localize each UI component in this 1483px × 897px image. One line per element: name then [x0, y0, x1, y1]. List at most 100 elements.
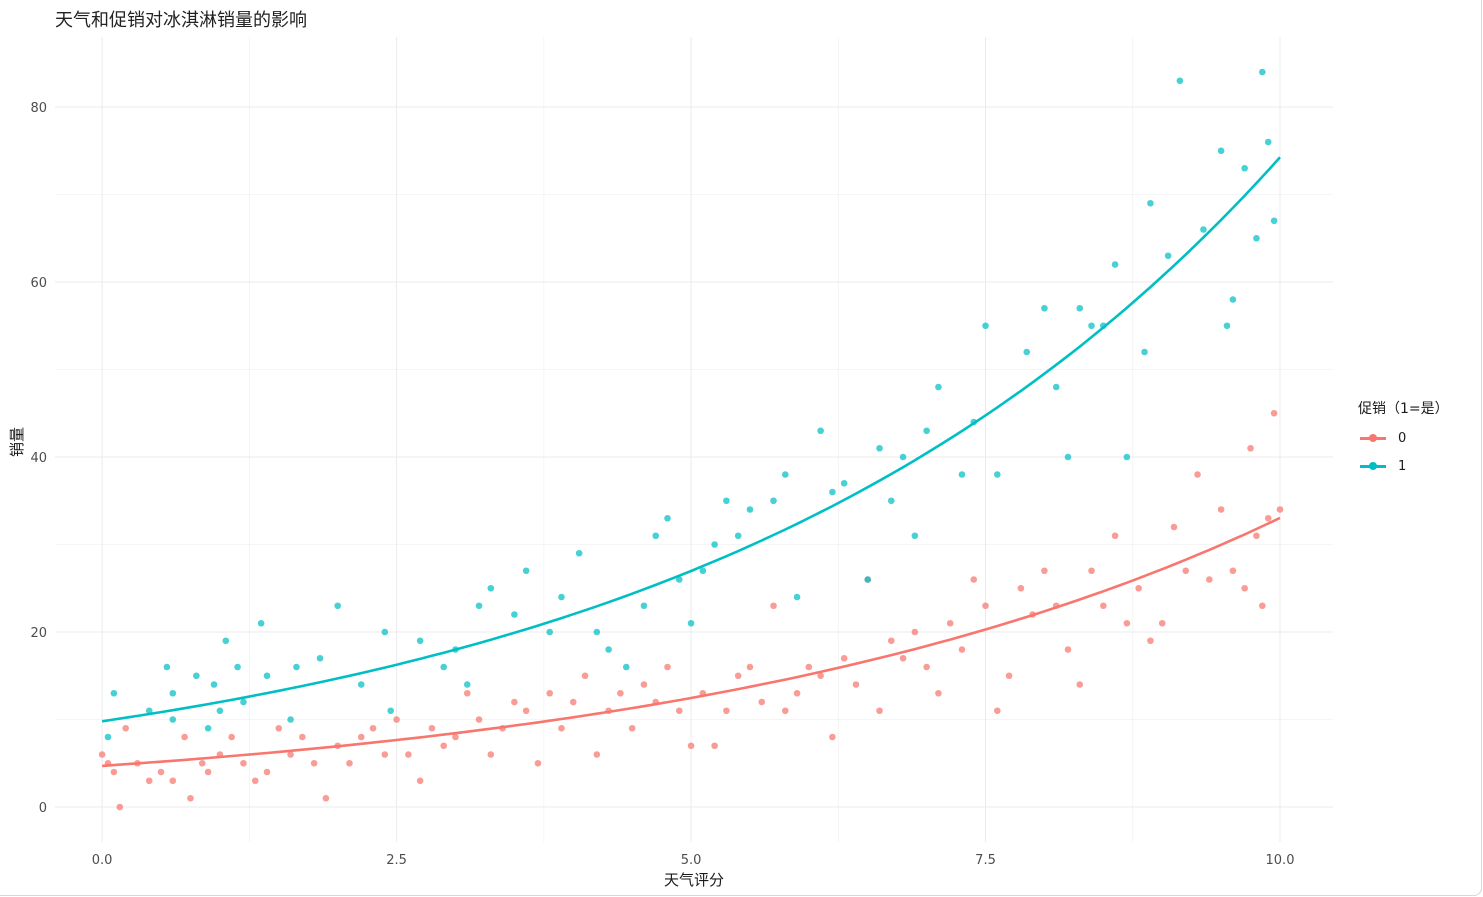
point-series-0 — [805, 663, 813, 671]
trend-line-series-1 — [101, 156, 1281, 723]
point-series-1 — [982, 322, 989, 330]
point-series-0 — [569, 698, 577, 706]
point-series-1 — [222, 637, 230, 645]
point-series-0 — [723, 707, 730, 715]
point-series-0 — [935, 689, 942, 697]
point-series-1 — [440, 663, 448, 671]
point-series-0 — [781, 707, 789, 715]
point-series-0 — [393, 716, 400, 723]
point-series-1 — [1217, 147, 1225, 155]
point-series-0 — [487, 751, 495, 758]
point-series-1 — [605, 646, 612, 653]
point-series-0 — [958, 646, 966, 653]
point-series-0 — [322, 794, 330, 802]
point-series-0 — [923, 663, 930, 671]
point-series-0 — [546, 689, 554, 697]
point-series-1 — [257, 619, 265, 627]
point-series-0 — [1147, 637, 1154, 645]
legend-item-0: 0 — [1358, 424, 1449, 452]
point-series-1 — [145, 707, 153, 715]
point-series-0 — [463, 689, 471, 697]
point-series-1 — [652, 532, 660, 540]
point-series-0 — [758, 698, 766, 706]
point-series-0 — [829, 733, 836, 741]
point-series-0 — [428, 724, 436, 732]
point-series-1 — [216, 707, 224, 715]
point-series-0 — [522, 707, 530, 715]
point-series-0 — [1076, 681, 1084, 688]
point-series-0 — [1017, 584, 1025, 592]
point-series-1 — [163, 663, 171, 671]
point-series-1 — [876, 444, 883, 452]
point-series-1 — [935, 383, 942, 391]
point-series-0 — [1206, 576, 1213, 583]
legend-label-0: 0 — [1398, 430, 1407, 446]
point-series-0 — [1111, 532, 1119, 540]
point-series-1 — [210, 681, 218, 688]
legend-title: 促销（1=是） — [1358, 401, 1449, 417]
point-series-0 — [558, 724, 565, 732]
point-series-0 — [593, 751, 601, 758]
x-tick-label: 5.0 — [681, 853, 702, 868]
point-series-1 — [169, 716, 177, 723]
point-series-1 — [169, 689, 177, 697]
point-series-0 — [416, 777, 424, 785]
point-series-0 — [145, 777, 153, 785]
point-series-1 — [687, 619, 695, 627]
point-series-0 — [617, 689, 624, 697]
point-series-1 — [711, 541, 718, 548]
point-series-0 — [1100, 602, 1107, 610]
point-series-0 — [1182, 567, 1190, 575]
point-series-1 — [723, 497, 730, 505]
point-series-1 — [558, 593, 565, 601]
point-series-0 — [1270, 409, 1278, 417]
point-series-0 — [440, 742, 448, 750]
point-series-0 — [946, 619, 954, 627]
point-series-1 — [699, 567, 707, 575]
point-series-0 — [640, 681, 648, 688]
point-series-1 — [287, 716, 294, 723]
point-series-1 — [675, 576, 683, 583]
point-series-0 — [299, 733, 306, 741]
point-series-0 — [770, 602, 777, 610]
point-series-1 — [546, 628, 554, 636]
point-series-0 — [240, 759, 247, 767]
point-series-1 — [463, 681, 471, 688]
point-series-0 — [251, 777, 259, 785]
point-series-0 — [817, 672, 824, 680]
point-series-1 — [316, 654, 324, 662]
point-series-0 — [157, 768, 165, 776]
point-series-1 — [1200, 226, 1207, 233]
point-series-1 — [487, 584, 495, 592]
legend-item-1: 1 — [1358, 452, 1449, 480]
point-series-1 — [110, 689, 118, 697]
point-series-1 — [234, 663, 241, 671]
point-series-1 — [334, 602, 341, 610]
data-points — [98, 68, 1284, 811]
point-series-0 — [1170, 523, 1178, 531]
y-axis-ticks: 0 20 40 60 80 — [30, 101, 47, 816]
point-series-1 — [381, 628, 389, 636]
point-series-0 — [664, 663, 671, 671]
trend-line-series-0 — [102, 516, 1281, 768]
point-series-0 — [263, 768, 271, 776]
point-series-1 — [193, 672, 200, 680]
point-series-1 — [293, 663, 300, 671]
legend-dot-1 — [1369, 462, 1377, 470]
point-series-0 — [628, 724, 636, 732]
point-series-1 — [1229, 296, 1237, 303]
point-series-1 — [104, 733, 112, 741]
point-series-0 — [899, 654, 907, 662]
point-series-0 — [187, 794, 194, 802]
point-series-0 — [1041, 567, 1048, 575]
point-series-1 — [640, 602, 648, 610]
point-series-1 — [1123, 453, 1131, 461]
point-series-1 — [1147, 199, 1154, 207]
point-series-0 — [110, 768, 118, 776]
x-axis-ticks: 0.0 2.5 5.0 7.5 10.0 — [92, 853, 1295, 868]
point-series-0 — [181, 733, 188, 741]
point-series-0 — [675, 707, 683, 715]
point-series-0 — [1247, 444, 1254, 452]
point-series-1 — [887, 497, 895, 505]
